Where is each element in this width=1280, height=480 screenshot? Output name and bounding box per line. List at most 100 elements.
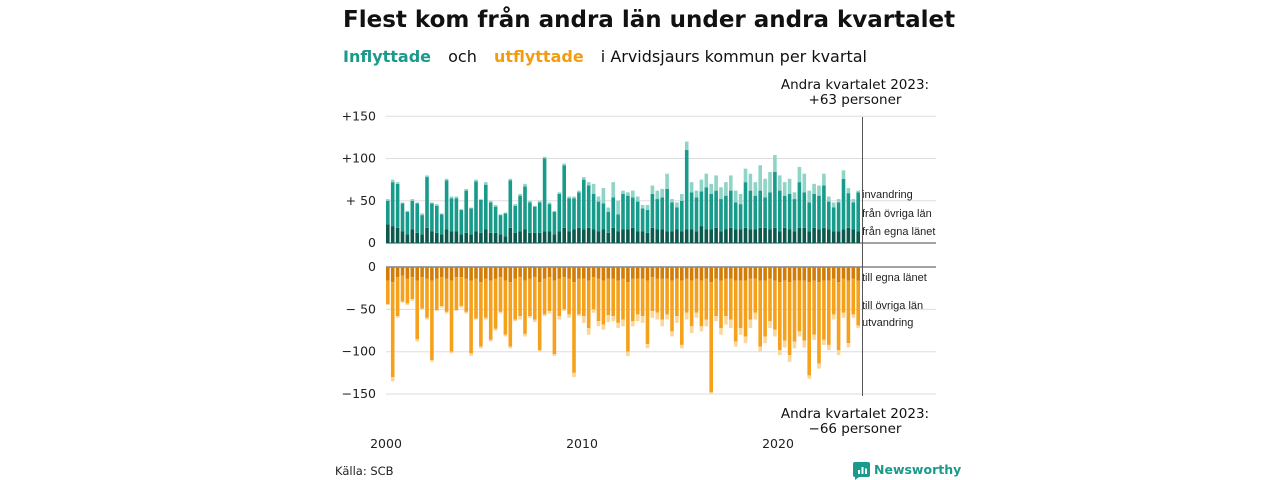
bar-in-local — [405, 234, 410, 243]
bar-in-immig — [655, 190, 660, 200]
bar-in-immig — [797, 166, 802, 183]
bar-out-emig — [758, 346, 762, 352]
bar-out-other — [635, 278, 640, 315]
y-tick-label-top: +100 — [342, 151, 376, 166]
bar-out-local — [390, 267, 395, 283]
bar-in-local — [547, 231, 552, 243]
bar-in-local — [542, 231, 547, 243]
bar-in-immig — [616, 200, 620, 215]
bar-in-immig — [390, 179, 395, 183]
bar-in-local — [386, 224, 390, 243]
bar-out-emig — [694, 312, 699, 318]
bar-in-immig — [420, 213, 424, 216]
bar-out-emig — [513, 319, 517, 322]
bar-in-local — [621, 229, 625, 243]
bar-out-local — [787, 267, 792, 283]
bar-out-other — [802, 280, 807, 341]
source-label: Källa: SCB — [335, 464, 394, 478]
bar-out-emig — [778, 350, 782, 356]
bar-out-local — [493, 267, 498, 279]
bar-in-local — [675, 229, 679, 243]
bar-out-local — [812, 267, 816, 281]
bar-out-emig — [405, 303, 410, 306]
bar-in-local — [577, 227, 581, 243]
bar-out-local — [714, 267, 718, 279]
bar-out-local — [733, 267, 738, 281]
bar-out-emig — [601, 324, 606, 330]
bar-out-emig — [562, 309, 566, 312]
bar-out-other — [733, 280, 738, 342]
bar-in-local — [807, 231, 811, 243]
bar-out-emig — [631, 321, 635, 327]
bar-in-local — [650, 227, 655, 243]
bar-out-local — [528, 267, 532, 279]
bar-out-local — [763, 267, 767, 281]
bar-in-other — [464, 190, 468, 233]
y-tick-label-bottom: −100 — [342, 344, 376, 359]
bar-out-local — [552, 267, 557, 281]
bar-out-local — [591, 267, 596, 278]
bar-in-local — [395, 227, 400, 243]
bar-out-other — [591, 277, 596, 310]
bar-out-emig — [493, 328, 498, 331]
bar-in-other — [469, 208, 473, 235]
bar-in-immig — [464, 188, 468, 191]
bar-in-other — [449, 198, 454, 232]
bar-in-immig — [763, 178, 767, 198]
bar-in-other — [675, 207, 679, 230]
bar-in-other — [572, 198, 576, 230]
bar-in-immig — [508, 178, 513, 181]
bar-out-other — [479, 282, 483, 347]
bar-out-emig — [596, 321, 601, 327]
bar-in-immig — [846, 188, 851, 194]
bar-in-local — [670, 231, 674, 243]
bar-in-other — [533, 206, 537, 233]
bar-out-local — [738, 267, 743, 281]
bar-out-local — [449, 267, 454, 281]
bar-out-local — [582, 267, 586, 279]
bar-out-local — [533, 267, 537, 278]
bar-out-local — [758, 267, 762, 281]
bar-out-emig — [435, 310, 439, 312]
bar-out-emig — [606, 315, 611, 323]
bar-out-other — [753, 278, 758, 313]
bar-out-other — [660, 278, 664, 320]
bar-in-local — [694, 231, 699, 243]
bar-in-local — [459, 234, 464, 243]
bar-in-other — [802, 192, 807, 228]
bar-in-immig — [812, 183, 816, 194]
bar-out-other — [724, 278, 728, 317]
bar-in-other — [694, 197, 699, 232]
bar-out-emig — [831, 314, 836, 320]
bar-in-other — [601, 203, 606, 230]
bar-out-other — [582, 278, 586, 317]
bar-in-local — [582, 229, 586, 243]
bar-in-other — [626, 195, 630, 230]
bar-out-other — [758, 280, 762, 347]
bar-in-local — [410, 229, 415, 243]
bar-in-local — [503, 236, 508, 243]
bar-in-immig — [484, 182, 488, 185]
bar-in-local — [508, 227, 513, 243]
bar-in-local — [787, 229, 792, 243]
bar-out-other — [719, 280, 723, 328]
bar-out-local — [665, 267, 669, 279]
bar-in-immig — [822, 173, 826, 186]
bar-in-local — [660, 229, 664, 243]
bar-out-other — [420, 277, 424, 309]
bar-out-local — [719, 267, 723, 281]
bar-out-emig — [807, 375, 811, 379]
bar-out-other — [655, 278, 660, 313]
bar-in-other — [670, 202, 674, 232]
bar-in-local — [768, 229, 772, 243]
bar-out-emig — [704, 319, 709, 327]
bar-in-local — [596, 231, 601, 243]
bar-out-other — [523, 280, 527, 334]
bar-in-other — [474, 181, 478, 232]
y-tick-label-bottom: 0 — [368, 259, 376, 274]
bar-in-immig — [518, 193, 522, 196]
bar-out-emig — [640, 316, 645, 323]
bar-in-local — [474, 231, 478, 243]
bar-in-immig — [758, 165, 762, 191]
